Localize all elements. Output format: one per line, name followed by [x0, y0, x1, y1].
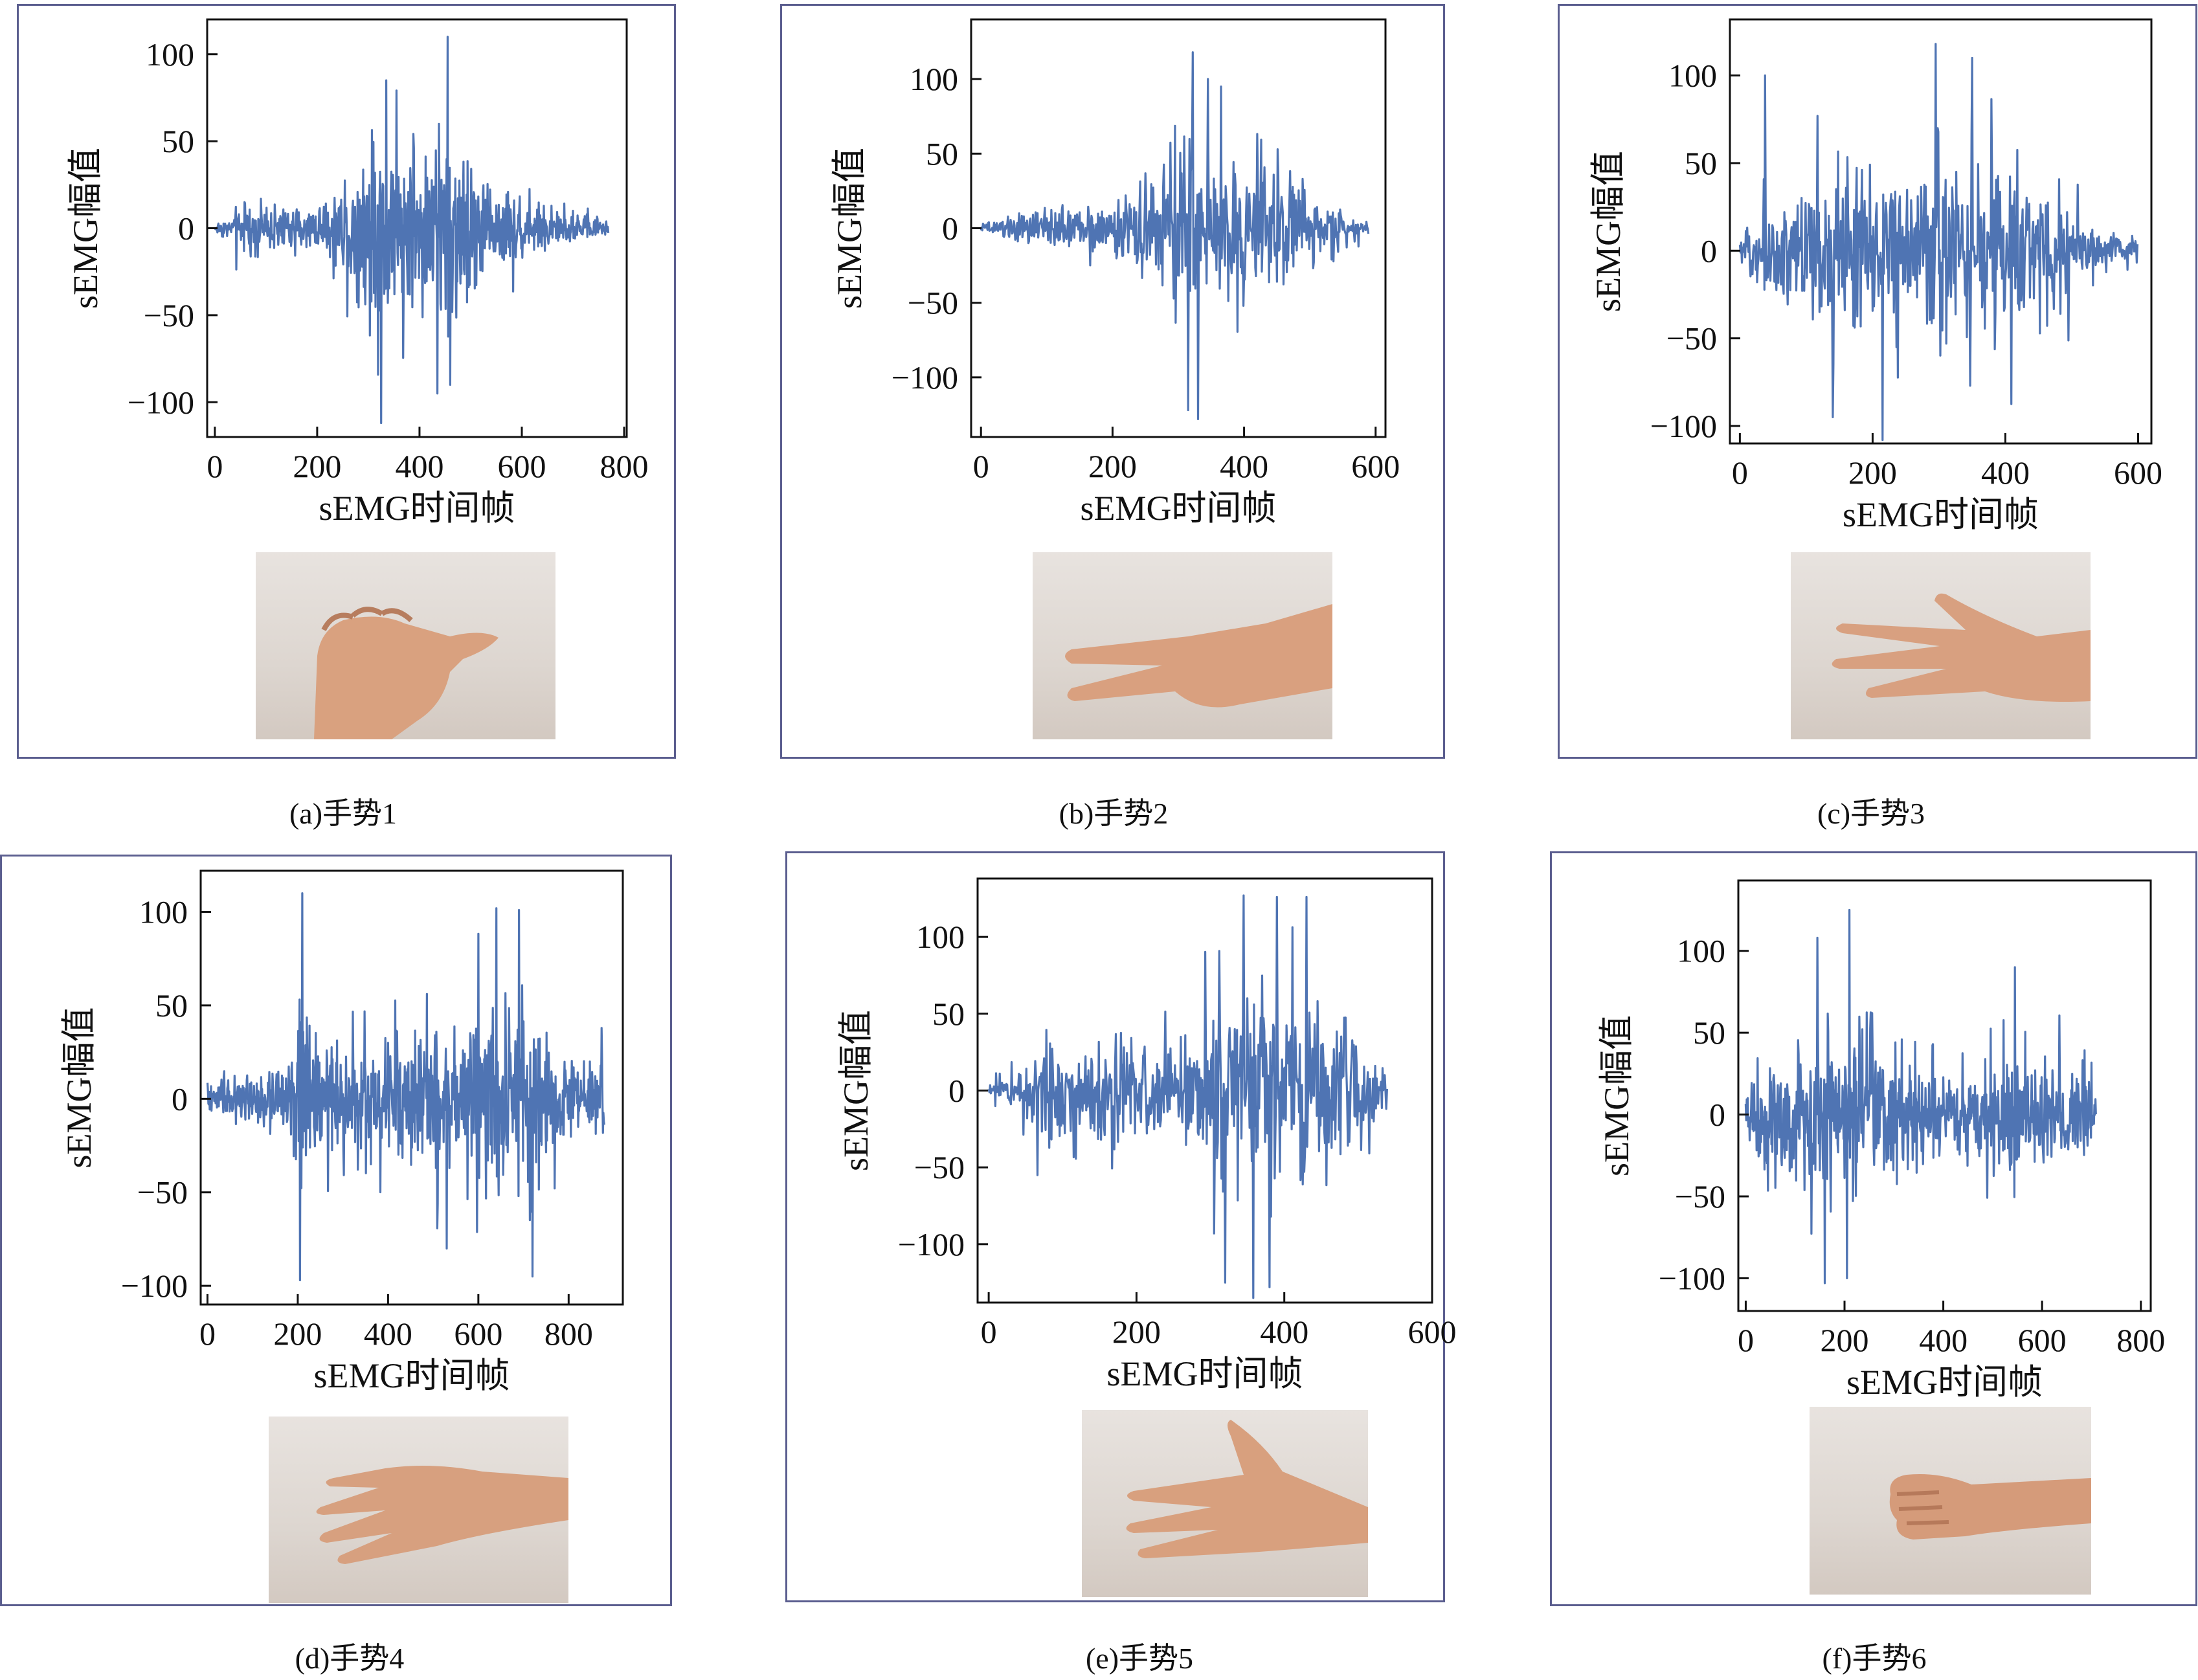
y-tick-label-d: 100	[139, 894, 188, 930]
caption-b: (b)手势2	[1059, 797, 1169, 830]
x-tick-label-f: 200	[1821, 1322, 1869, 1358]
y-tick-label-d: 50	[155, 987, 188, 1024]
hand-photo-c	[1791, 552, 2091, 739]
series-line-c	[1738, 43, 2139, 442]
y-tick-label-b: −50	[908, 285, 958, 321]
y-axis-label-d: sEMG幅值	[60, 1007, 98, 1168]
y-tick-label-f: −50	[1675, 1178, 1725, 1215]
hand-photo-a	[256, 552, 555, 739]
y-tick-label-a: −100	[128, 384, 194, 420]
x-tick-label-d: 800	[544, 1316, 593, 1352]
y-tick-label-d: −50	[137, 1174, 188, 1211]
x-tick-label-e: 200	[1112, 1314, 1161, 1350]
y-tick-label-f: 50	[1693, 1014, 1725, 1051]
y-tick-label-e: −50	[914, 1149, 965, 1185]
caption-c: (c)手势3	[1817, 797, 1925, 830]
series-line-e	[987, 894, 1388, 1299]
x-axis-label-d: sEMG时间帧	[313, 1356, 510, 1395]
y-tick-label-c: −50	[1666, 320, 1717, 357]
chart-e: 0 200 400 600 −100 −50 0 50 100 sEMG时间帧 sEMG幅值	[836, 877, 1457, 1393]
x-tick-label-b: 600	[1351, 448, 1400, 484]
chart-d: 0 200 400 600 800 −100 −50 0 50 100 sEMG时间帧 sEMG幅值	[60, 869, 624, 1395]
y-tick-label-f: −100	[1659, 1260, 1725, 1296]
y-tick-label-a: 50	[162, 123, 194, 159]
y-tick-label-a: 100	[146, 36, 194, 73]
y-tick-label-a: −50	[144, 297, 194, 333]
y-tick-label-c: 0	[1701, 232, 1717, 269]
y-tick-label-a: 0	[178, 210, 194, 247]
x-tick-label-c: 400	[1981, 454, 2030, 491]
y-tick-label-c: 100	[1668, 58, 1717, 94]
chart-c: 0 200 400 600 −100 −50 0 50 100 sEMG时间帧 sEMG幅值	[1589, 18, 2162, 534]
y-tick-label-e: −100	[898, 1226, 965, 1262]
x-tick-label-a: 0	[207, 448, 223, 484]
x-tick-label-c: 0	[1732, 454, 1748, 491]
x-tick-label-f: 400	[1919, 1322, 1968, 1358]
x-tick-label-c: 600	[2114, 454, 2162, 491]
x-axis-label-f: sEMG时间帧	[1846, 1363, 2043, 1402]
hand-photo-b	[1033, 552, 1332, 739]
plot-frame-d	[199, 869, 624, 1306]
x-tick-label-d: 600	[454, 1316, 502, 1352]
y-tick-label-b: 100	[910, 61, 958, 97]
y-tick-label-d: 0	[172, 1081, 188, 1117]
series-line-b	[980, 51, 1370, 420]
caption-d: (d)手势4	[295, 1642, 405, 1675]
x-tick-label-a: 400	[395, 448, 443, 484]
x-tick-label-b: 0	[973, 448, 989, 484]
y-tick-label-e: 50	[932, 996, 965, 1032]
series-line-f	[1744, 908, 2097, 1284]
x-tick-label-d: 200	[273, 1316, 322, 1352]
x-tick-label-e: 400	[1260, 1314, 1308, 1350]
y-axis-label-a: sEMG幅值	[66, 148, 105, 309]
x-tick-label-a: 200	[293, 448, 341, 484]
x-tick-label-b: 200	[1088, 448, 1137, 484]
y-axis-label-b: sEMG幅值	[830, 148, 869, 309]
hand-photo-e	[1082, 1410, 1368, 1597]
x-tick-label-f: 600	[2018, 1322, 2067, 1358]
x-tick-label-b: 400	[1220, 448, 1268, 484]
x-tick-label-d: 0	[199, 1316, 216, 1352]
caption-e: (e)手势5	[1085, 1642, 1194, 1675]
x-tick-label-e: 0	[981, 1314, 997, 1350]
plot-frame-c	[1729, 18, 2153, 445]
y-tick-label-e: 0	[948, 1073, 965, 1109]
caption-a: (a)手势1	[289, 797, 398, 830]
y-tick-label-f: 0	[1709, 1097, 1725, 1133]
x-axis-label-e: sEMG时间帧	[1106, 1354, 1303, 1393]
y-axis-label-c: sEMG幅值	[1589, 151, 1628, 312]
panel-c-frame	[1558, 4, 2197, 759]
y-tick-label-c: 50	[1685, 145, 1717, 181]
x-tick-label-d: 400	[364, 1316, 412, 1352]
y-tick-label-e: 100	[916, 919, 965, 955]
chart-a: 0 200 400 600 800 −100 −50 0 50 100 sEMG时间帧 sEMG幅值	[66, 18, 649, 528]
y-tick-label-f: 100	[1677, 933, 1725, 969]
y-tick-label-b: −100	[892, 359, 958, 396]
x-tick-label-e: 600	[1408, 1314, 1457, 1350]
x-tick-label-f: 0	[1738, 1322, 1754, 1358]
x-axis-label-b: sEMG时间帧	[1080, 489, 1276, 528]
hand-photo-f	[1810, 1407, 2091, 1595]
series-line-a	[214, 36, 610, 425]
x-tick-label-a: 800	[600, 448, 649, 484]
x-tick-label-c: 200	[1848, 454, 1897, 491]
y-axis-label-e: sEMG幅值	[836, 1010, 875, 1171]
x-tick-label-a: 600	[498, 448, 546, 484]
chart-b: 0 200 400 600 −100 −50 0 50 100 sEMG时间帧 sEMG幅值	[830, 18, 1400, 528]
series-line-d	[206, 892, 605, 1282]
y-tick-label-b: 50	[926, 135, 958, 172]
x-tick-label-f: 800	[2116, 1322, 2165, 1358]
caption-f: (f)手势6	[1822, 1642, 1927, 1675]
hand-photo-d	[269, 1417, 568, 1603]
y-tick-label-c: −100	[1650, 408, 1717, 444]
chart-f: 0 200 400 600 800 −100 −50 0 50 100 sEMG时间帧 sEMG幅值	[1597, 879, 2165, 1402]
plot-frame-f	[1737, 879, 2152, 1312]
x-axis-label-a: sEMG时间帧	[319, 489, 515, 528]
y-tick-label-b: 0	[942, 210, 958, 247]
y-tick-label-d: −100	[121, 1268, 188, 1304]
y-axis-label-f: sEMG幅值	[1597, 1015, 1636, 1176]
x-axis-label-c: sEMG时间帧	[1843, 495, 2039, 534]
